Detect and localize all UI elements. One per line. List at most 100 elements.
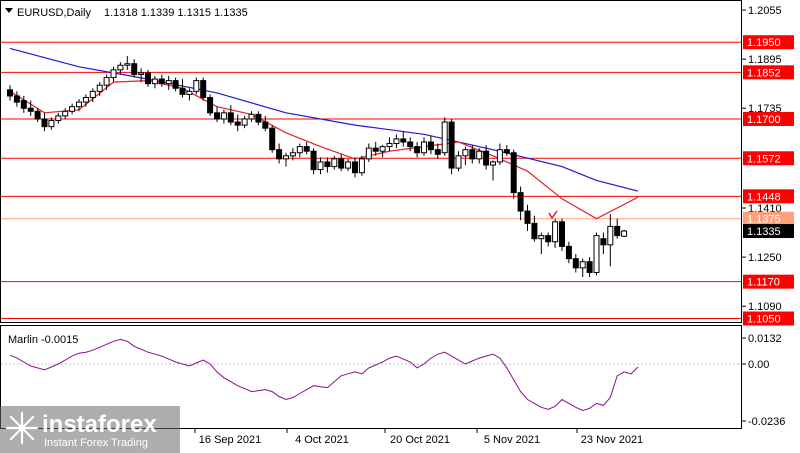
level-badges: 1.1950 1.1852 1.1700 1.1572 1.1448 1.13751.13…: [743, 35, 794, 326]
level-badge-label: 1.1950: [747, 37, 781, 49]
level-badge-label: 1.1572: [747, 153, 781, 165]
indicator-axis: 0.0132 0.00 -0.0236: [742, 333, 785, 428]
level-badge: [743, 274, 794, 289]
candle: [165, 75, 172, 90]
price-tick-label: 1.2055: [748, 5, 782, 17]
ma-slow-line: [9, 47, 639, 192]
candle: [441, 117, 448, 156]
candle: [331, 155, 338, 170]
candle: [186, 88, 193, 101]
moving-averages: [9, 47, 639, 220]
candle: [76, 99, 82, 112]
candle: [586, 257, 593, 278]
chart-header: EURUSD,Daily 1.1318 1.1339 1.1315 1.1335: [5, 7, 248, 19]
level-badge: [743, 151, 794, 166]
level-badge: [743, 65, 794, 80]
candle: [538, 232, 545, 255]
ma-fast-line: [9, 79, 639, 220]
candle: [524, 204, 531, 232]
candle: [27, 100, 34, 116]
candle: [227, 105, 234, 126]
candle: [193, 77, 200, 95]
candle: [7, 85, 13, 101]
candle: [559, 218, 565, 251]
candle: [62, 108, 69, 119]
time-tick-label: 4 Oct 2021: [295, 434, 349, 446]
candle: [172, 77, 179, 92]
candle: [324, 157, 331, 173]
logo-star-icon: [5, 411, 39, 445]
candle: [89, 88, 96, 103]
level-badge: [743, 224, 794, 239]
time-tick-label: 16 Sep 2021: [199, 434, 261, 446]
candle: [96, 82, 103, 96]
indicator-label: Marlin -0.0015: [8, 334, 78, 346]
time-tick-label: 20 Oct 2021: [390, 434, 450, 446]
candle: [455, 151, 462, 172]
candle: [220, 109, 227, 124]
candle: [289, 148, 296, 161]
candle: [138, 68, 145, 83]
candle: [434, 143, 441, 159]
candle: [345, 158, 352, 172]
candle: [462, 146, 469, 166]
price-tick-label: 1.1895: [748, 54, 782, 66]
candle: [317, 157, 324, 175]
candle: [131, 59, 138, 78]
collapse-triangle-icon[interactable]: [5, 8, 13, 13]
candle: [276, 143, 283, 164]
level-badge: [743, 189, 794, 204]
ohlc-label: 1.1318 1.1339 1.1315 1.1335: [104, 7, 248, 19]
candle: [365, 143, 372, 162]
candle: [545, 232, 552, 247]
candle: [283, 152, 289, 167]
price-tick-label: 1.1090: [748, 301, 782, 313]
level-badge-label: 1.1700: [747, 114, 781, 126]
candle: [565, 241, 572, 264]
candle: [421, 137, 427, 156]
candle: [503, 145, 510, 156]
candle: [34, 108, 41, 123]
candle: [593, 232, 600, 276]
candle: [234, 114, 241, 132]
level-badge: [743, 35, 794, 50]
candle: [496, 143, 503, 166]
candle: [531, 215, 538, 242]
candle: [310, 148, 317, 175]
candle: [200, 77, 207, 101]
candle: [379, 145, 386, 158]
candle: [158, 74, 165, 87]
indicator-scale-bottom: -0.0236: [748, 416, 785, 428]
candle: [82, 94, 89, 107]
logo-brand: instaforex: [42, 411, 157, 438]
logo-tagline: Instant Forex Trading: [44, 437, 148, 449]
candle: [241, 115, 248, 129]
candle: [476, 148, 483, 164]
candle: [600, 232, 607, 255]
candle: [207, 94, 214, 116]
candle: [621, 229, 628, 238]
candle: [338, 154, 345, 172]
candle: [407, 137, 414, 152]
level-badge-label: 1.1170: [747, 277, 780, 289]
level-badge-label: 1.1375: [747, 214, 781, 226]
candle: [386, 137, 393, 152]
candle: [414, 141, 421, 158]
candle: [55, 112, 62, 124]
candle: [448, 118, 455, 175]
time-tick-label: 23 Nov 2021: [581, 434, 643, 446]
candle: [469, 145, 476, 164]
candle: [255, 111, 262, 126]
symbol-label: EURUSD,Daily: [17, 7, 91, 19]
candle: [614, 218, 621, 239]
candle: [490, 160, 496, 181]
candle: [517, 186, 524, 221]
candle: [393, 134, 400, 149]
candle: [510, 149, 517, 199]
candle: [41, 112, 48, 132]
candle: [372, 141, 379, 156]
candle: [179, 79, 186, 98]
indicator-scale-zero: 0.00: [748, 359, 769, 371]
